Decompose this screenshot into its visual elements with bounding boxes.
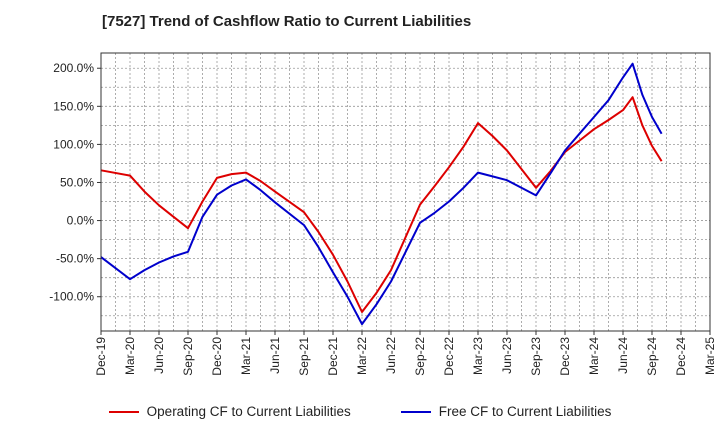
x-tick-label: Dec-23 [558, 337, 572, 376]
x-tick-label: Mar-21 [239, 337, 253, 375]
y-axis-tick-labels: -100.0% -50.0% 0.0% 50.0% 100.0% 150.0% 200.0% [49, 61, 101, 304]
legend: Operating CF to Current Liabilities Free… [0, 404, 720, 419]
x-tick-label: Sep-22 [413, 337, 427, 376]
x-tick-label: Sep-23 [529, 337, 543, 376]
legend-item-free-cf: Free CF to Current Liabilities [400, 404, 612, 419]
legend-item-operating-cf: Operating CF to Current Liabilities [108, 404, 351, 419]
x-tick-label: Sep-21 [297, 337, 311, 376]
x-tick-label: Dec-24 [674, 337, 688, 376]
x-tick-label: Jun-20 [152, 337, 166, 374]
x-tick-label: Mar-22 [355, 337, 369, 375]
chart-title: [7527] Trend of Cashflow Ratio to Curren… [102, 13, 472, 30]
series-line-free-cf [100, 62, 663, 326]
y-tick-label: -100.0% [49, 290, 94, 304]
y-tick-label: 200.0% [53, 61, 94, 75]
series-lines [100, 62, 663, 326]
series-line-operating-cf [100, 96, 663, 313]
legend-swatch-free-cf [400, 410, 431, 413]
x-tick-label: Dec-21 [326, 337, 340, 376]
x-tick-label: Dec-20 [210, 337, 224, 376]
legend-label-free-cf: Free CF to Current Liabilities [438, 404, 612, 419]
plot-area-frame [100, 52, 711, 332]
x-tick-label: Dec-19 [94, 337, 108, 376]
y-tick-label: 150.0% [53, 99, 94, 113]
legend-swatch-operating-cf [108, 410, 139, 413]
x-tick-label: Mar-20 [123, 337, 137, 375]
x-tick-label: Jun-22 [384, 337, 398, 374]
gridlines [101, 53, 710, 331]
y-tick-label: 100.0% [53, 137, 94, 151]
y-tick-label: 50.0% [60, 175, 94, 189]
x-tick-label: Jun-23 [500, 337, 514, 374]
x-tick-label: Dec-22 [442, 337, 456, 376]
x-tick-label: Sep-20 [181, 337, 195, 376]
x-tick-label: Mar-23 [471, 337, 485, 375]
x-tick-label: Jun-21 [268, 337, 282, 374]
x-tick-label: Mar-24 [587, 337, 601, 375]
x-tick-label: Sep-24 [645, 337, 659, 376]
y-tick-label: -50.0% [56, 252, 94, 266]
x-axis-tick-labels: Dec-19 Mar-20 Jun-20 Sep-20 Dec-20 Mar-21 Jun-… [94, 331, 717, 376]
legend-label-operating-cf: Operating CF to Current Liabilities [146, 404, 351, 419]
x-tick-label: Mar-25 [703, 337, 717, 375]
y-tick-label: 0.0% [67, 214, 95, 228]
x-tick-label: Jun-24 [616, 337, 630, 374]
